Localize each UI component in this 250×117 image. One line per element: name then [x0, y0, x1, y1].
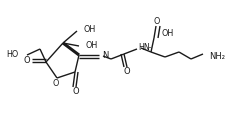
Text: O: O	[72, 88, 79, 97]
Text: HN: HN	[138, 42, 149, 51]
Text: HO: HO	[7, 51, 19, 60]
Text: ·: ·	[148, 42, 152, 55]
Text: O: O	[153, 18, 160, 26]
Text: OH: OH	[84, 24, 96, 33]
Text: OH: OH	[86, 42, 98, 51]
Text: N: N	[102, 51, 108, 60]
Text: NH₂: NH₂	[208, 53, 224, 62]
Text: O: O	[24, 57, 30, 66]
Text: O: O	[52, 79, 59, 88]
Text: OH: OH	[161, 29, 173, 38]
Text: O: O	[123, 68, 130, 77]
